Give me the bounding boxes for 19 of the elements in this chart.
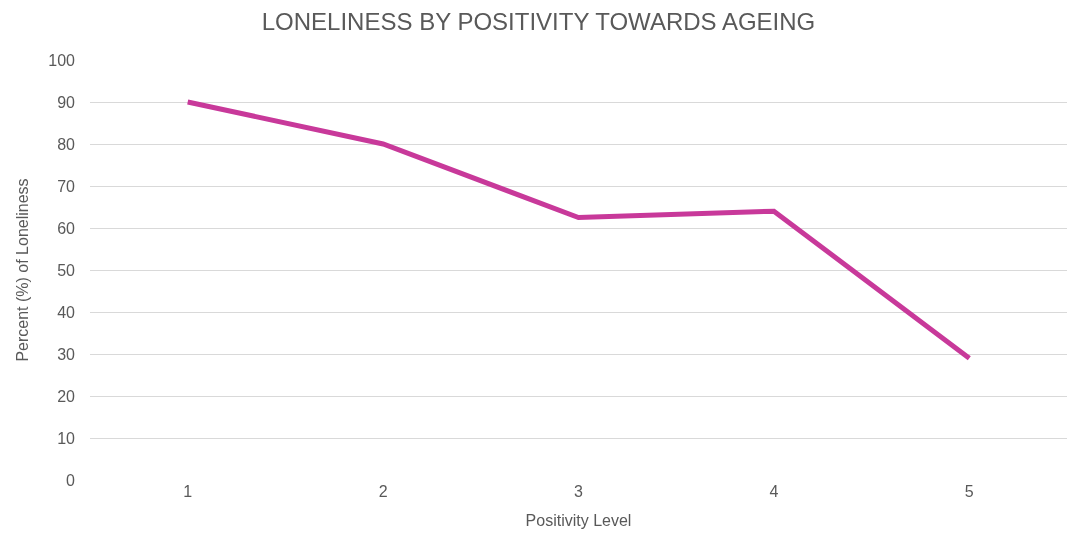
x-tick-label: 3 bbox=[574, 483, 584, 500]
y-axis-title: Percent (%) of Loneliness bbox=[14, 178, 32, 362]
y-tick-label: 60 bbox=[57, 219, 76, 237]
x-axis-title: Positivity Level bbox=[525, 511, 632, 529]
chart-title: LONELINESS BY POSITIVITY TOWARDS AGEING bbox=[261, 8, 816, 36]
y-tick-label: 40 bbox=[57, 303, 76, 321]
y-tick-label: 80 bbox=[57, 135, 76, 153]
x-tick-label: 2 bbox=[378, 483, 388, 500]
y-tick-label: 70 bbox=[57, 177, 76, 195]
y-tick-label: 30 bbox=[57, 345, 76, 363]
y-tick-label: 90 bbox=[57, 93, 76, 111]
y-tick-label: 50 bbox=[57, 261, 76, 279]
y-tick-label: 10 bbox=[57, 429, 76, 447]
y-tick-label: 0 bbox=[66, 471, 76, 489]
y-tick-label: 20 bbox=[57, 387, 76, 405]
x-tick-label: 4 bbox=[769, 483, 779, 500]
x-tick-label: 5 bbox=[964, 483, 974, 500]
x-tick-label: 1 bbox=[183, 483, 193, 500]
y-tick-label: 100 bbox=[48, 51, 76, 69]
